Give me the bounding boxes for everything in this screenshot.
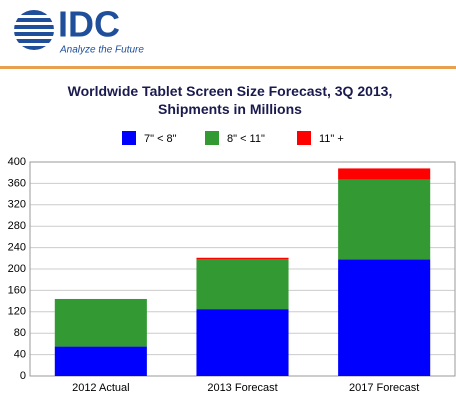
y-tick-label: 320 (8, 199, 26, 211)
x-tick-label: 2012 Actual (72, 382, 130, 394)
x-tick-label: 2013 Forecast (207, 382, 277, 394)
bar-segment (196, 309, 289, 376)
bar-segment (338, 259, 431, 376)
y-tick-label: 160 (8, 284, 26, 296)
y-tick-label: 200 (8, 263, 26, 275)
bar-segment (338, 168, 431, 180)
y-tick-label: 120 (8, 306, 26, 318)
y-tick-label: 280 (8, 220, 26, 232)
bar-segment (196, 259, 289, 310)
y-tick-label: 40 (14, 349, 26, 361)
bar-segment (338, 179, 431, 260)
legend-label: 8" < 11" (227, 133, 265, 145)
legend-swatch (297, 131, 311, 145)
bar-segment (54, 346, 147, 376)
bar-segment (54, 298, 147, 347)
logo-tagline: Analyze the Future (59, 45, 144, 56)
y-tick-label: 80 (14, 327, 26, 339)
y-tick-label: 400 (8, 156, 26, 168)
legend-swatch (205, 131, 219, 145)
chart-title: Worldwide Tablet Screen Size Forecast, 3… (67, 83, 393, 117)
y-tick-label: 240 (8, 242, 26, 254)
legend-label: 11" + (319, 133, 344, 145)
logo-globe (12, 10, 56, 50)
y-tick-label: 0 (20, 370, 26, 382)
bar-segment (196, 257, 289, 260)
legend-label: 7" < 8" (144, 133, 177, 145)
header-rule (0, 66, 456, 69)
logo-text: IDC (58, 4, 120, 45)
y-tick-label: 360 (8, 177, 26, 189)
x-tick-label: 2017 Forecast (349, 382, 419, 394)
legend-swatch (122, 131, 136, 145)
